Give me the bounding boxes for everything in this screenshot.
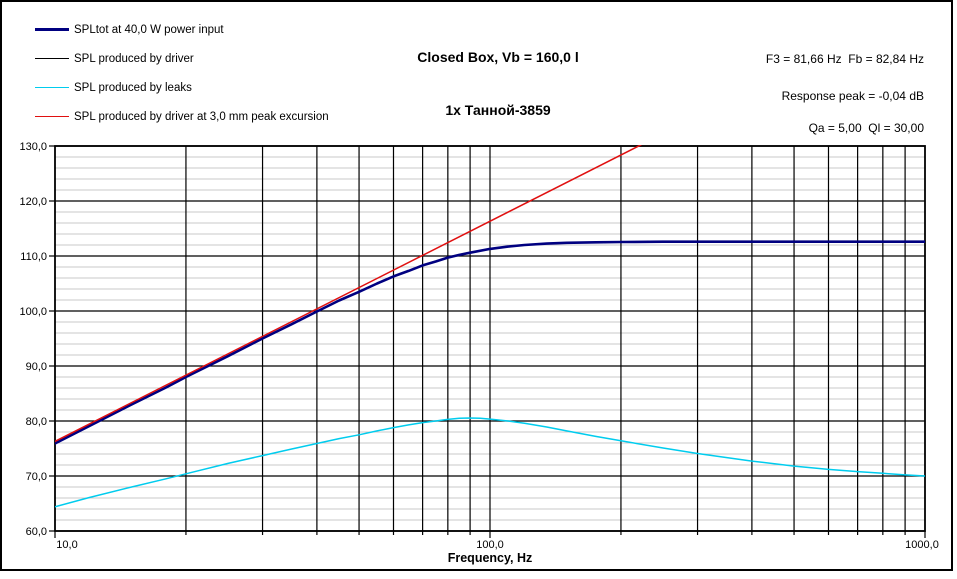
y-tick-label: 100,0: [19, 306, 47, 318]
x-tick-label: 100,0: [476, 539, 504, 551]
stat-response-peak: Response peak = -0,04 dB: [781, 89, 924, 103]
x-tick-label: 1000,0: [905, 539, 939, 551]
series-curves: [55, 145, 925, 508]
y-tick-label: 110,0: [20, 251, 47, 263]
stat-qa-ql: Qa = 5,00 Ql = 30,00: [808, 121, 924, 135]
excursion-line-sample: [35, 115, 69, 118]
legend-label: SPLtot at 40,0 W power input: [74, 23, 224, 36]
x-axis-label: Frequency, Hz: [447, 551, 533, 565]
y-tick-label: 120,0: [19, 196, 47, 208]
leaks-line-sample: [35, 86, 69, 89]
chart-title: Closed Box, Vb = 160,0 l 1x Танной-3859: [303, 14, 693, 154]
legend-label: SPL produced by driver: [74, 52, 194, 65]
legend: SPLtot at 40,0 W power input SPL produce…: [35, 15, 329, 131]
legend-label: SPL produced by driver at 3,0 mm peak ex…: [74, 110, 329, 123]
y-tick-label: 80,0: [26, 416, 47, 428]
chart-title-line1: Closed Box, Vb = 160,0 l: [417, 49, 579, 65]
legend-item-leaks: SPL produced by leaks: [35, 73, 329, 102]
series-leaks: [55, 417, 925, 508]
y-tick-label: 90,0: [26, 361, 47, 373]
spltot-line-sample: [35, 28, 69, 31]
y-tick-label: 130,0: [19, 141, 47, 153]
x-tick-label: 10,0: [56, 539, 77, 551]
legend-label: SPL produced by leaks: [74, 81, 192, 94]
series-excursion: [55, 145, 643, 443]
legend-item-driver: SPL produced by driver: [35, 44, 329, 73]
series-spltot: [55, 240, 925, 445]
legend-item-excursion: SPL produced by driver at 3,0 mm peak ex…: [35, 102, 329, 131]
y-tick-label: 70,0: [26, 471, 47, 483]
legend-item-spltot: SPLtot at 40,0 W power input: [35, 15, 329, 44]
y-tick-label: 60,0: [26, 526, 47, 538]
axis-ticks: [49, 145, 926, 538]
axis-tick-labels: 60,0 70,0 80,0 90,0 100,0 110,0 120,0 130,0 10,0…: [19, 141, 938, 551]
driver-line-sample: [35, 58, 69, 59]
chart-title-line2: 1x Танной-3859: [445, 101, 551, 118]
stat-f3-fb: F3 = 81,66 Hz Fb = 82,84 Hz: [765, 52, 924, 66]
